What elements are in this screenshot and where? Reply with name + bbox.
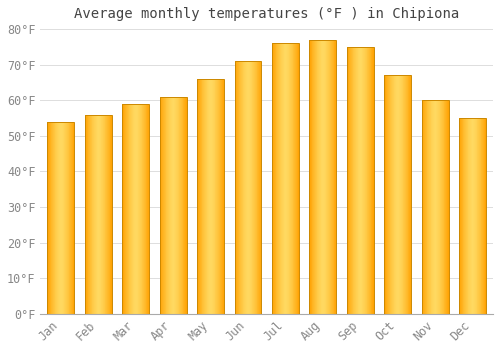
Bar xyxy=(160,97,186,314)
Bar xyxy=(48,122,74,314)
Bar xyxy=(384,75,411,314)
Bar xyxy=(459,118,486,314)
Bar xyxy=(234,61,262,314)
Bar xyxy=(347,47,374,314)
Title: Average monthly temperatures (°F ) in Chipiona: Average monthly temperatures (°F ) in Ch… xyxy=(74,7,460,21)
Bar xyxy=(310,40,336,314)
Bar xyxy=(85,114,112,314)
Bar xyxy=(122,104,149,314)
Bar xyxy=(422,100,448,314)
Bar xyxy=(197,79,224,314)
Bar xyxy=(272,43,299,314)
